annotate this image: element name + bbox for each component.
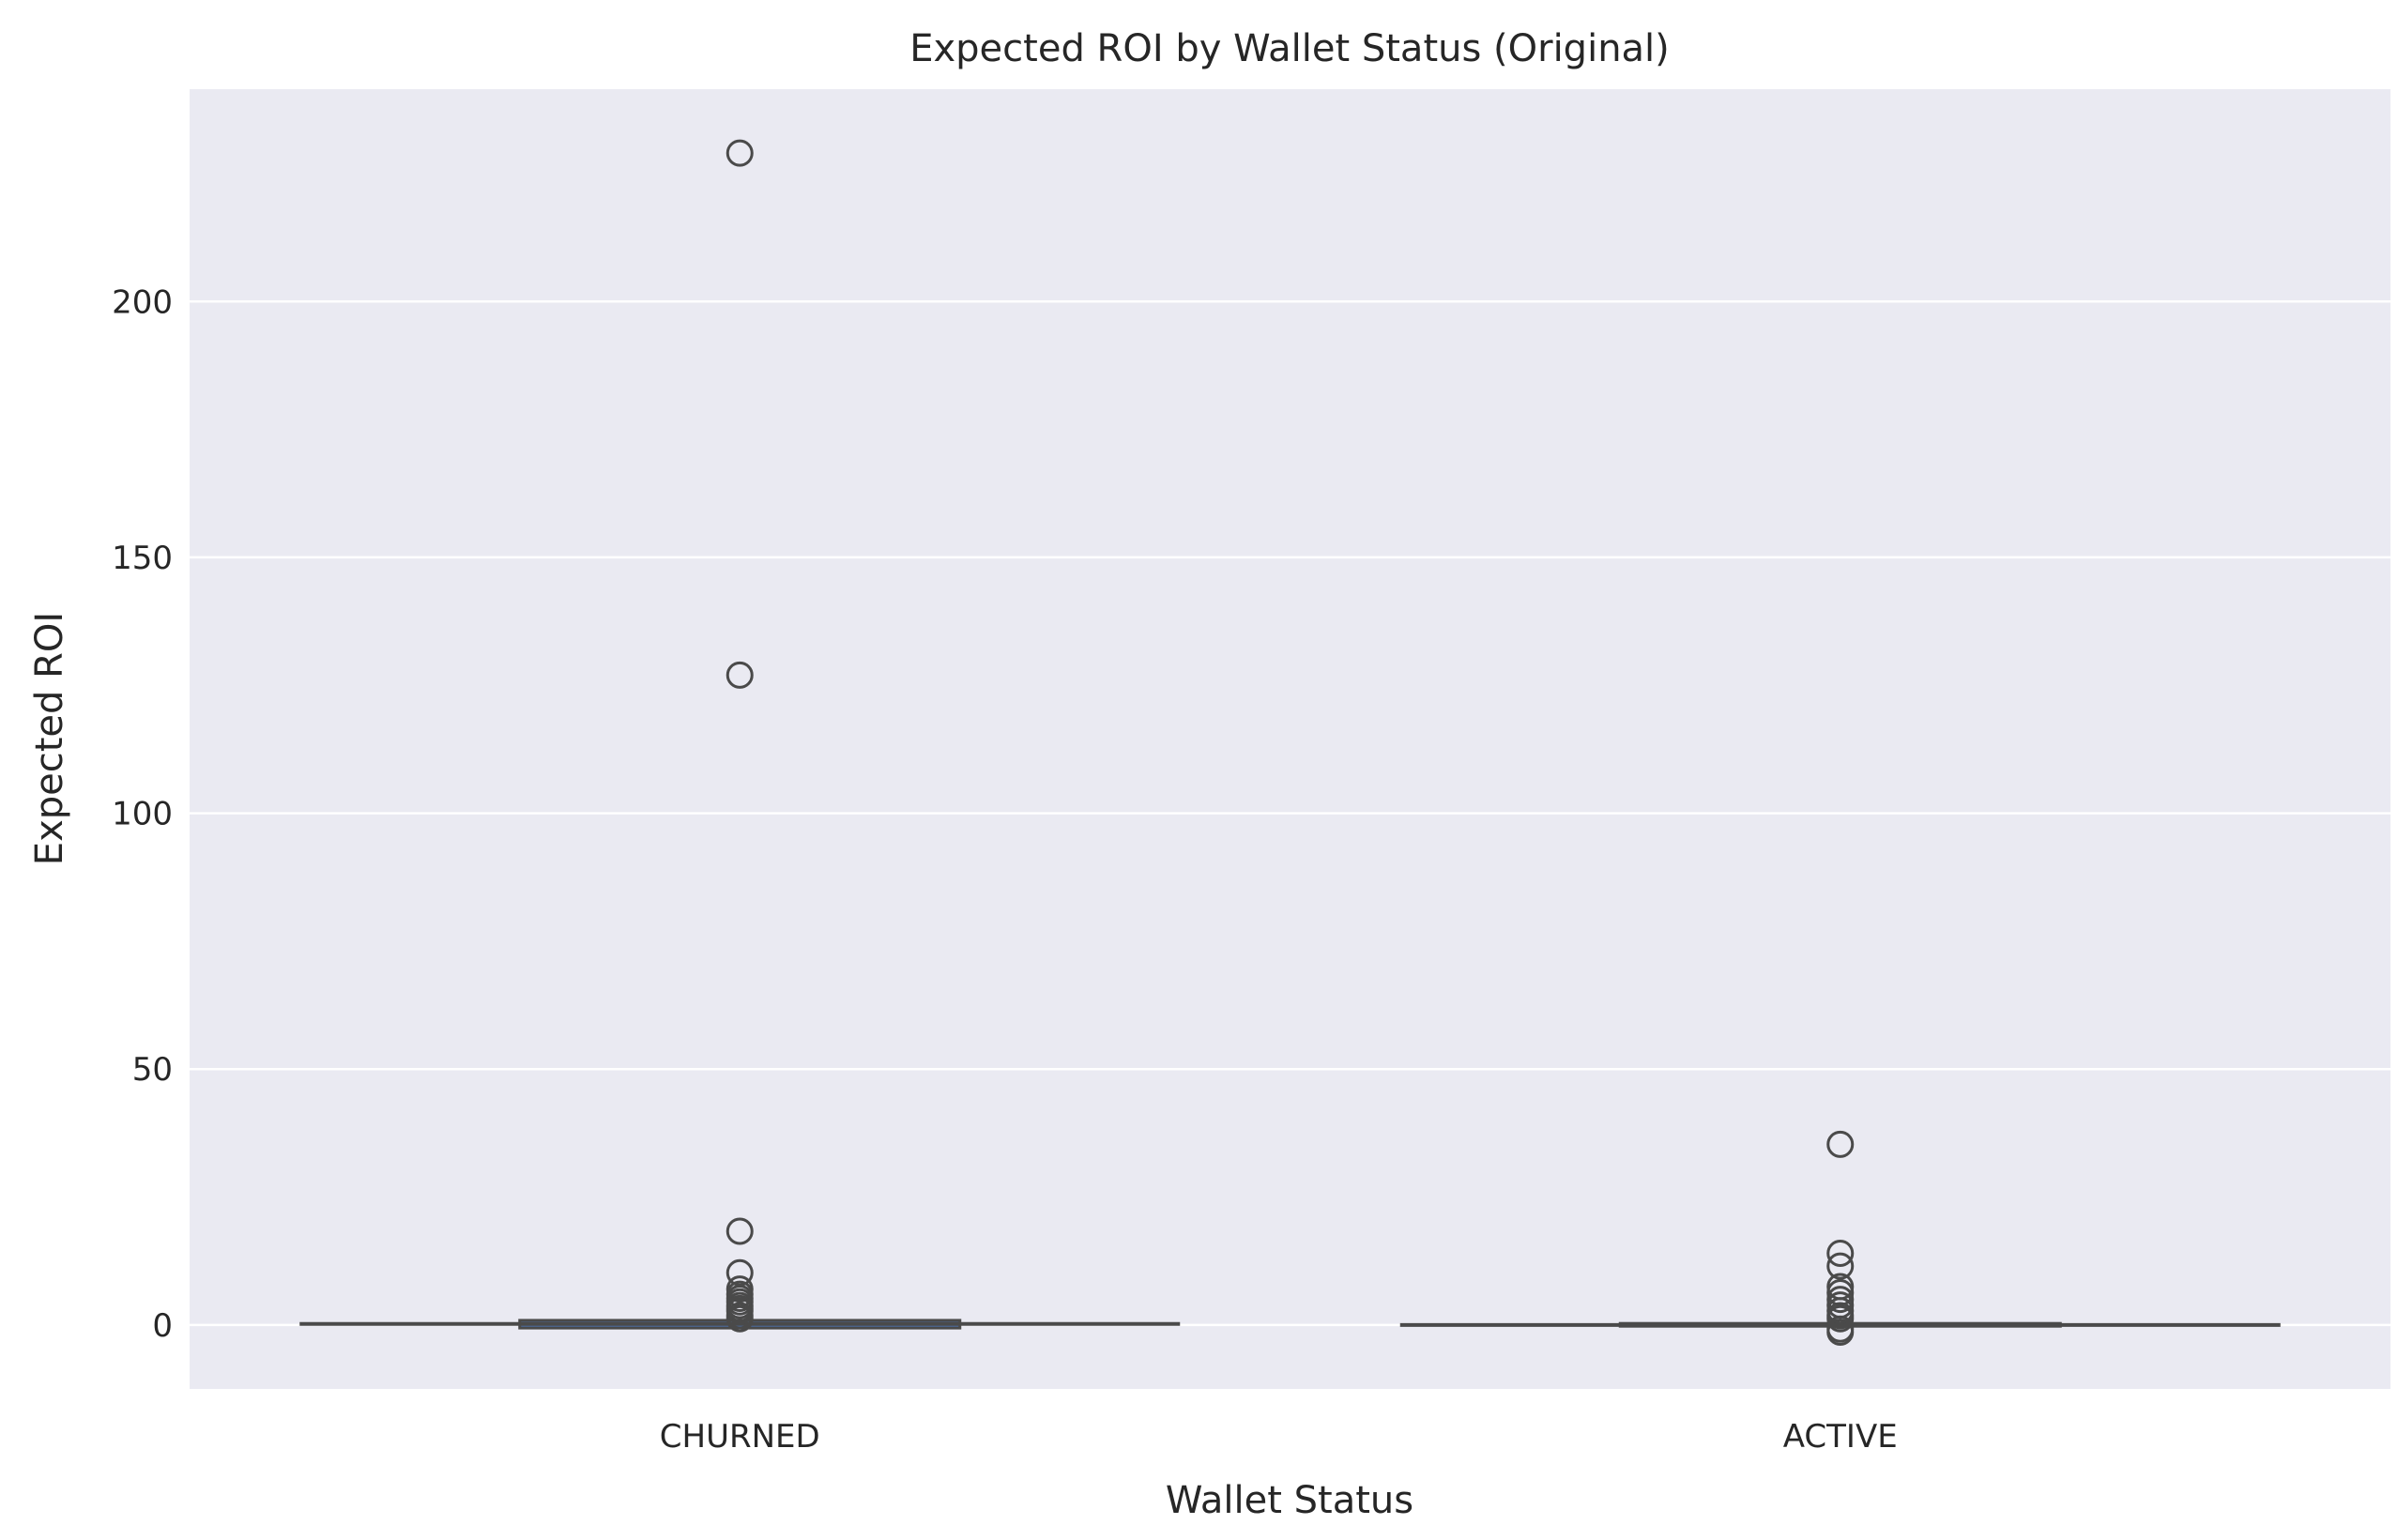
boxes	[299, 139, 2281, 1346]
y-axis-label: Expected ROI	[28, 612, 71, 865]
y-tick-label: 0	[152, 1307, 173, 1345]
y-tick-label: 200	[112, 283, 173, 321]
box-group	[1399, 1130, 2281, 1346]
x-axis-label: Wallet Status	[1166, 1479, 1413, 1522]
outlier-point	[726, 139, 754, 167]
y-axis-ticks: 0 50 100 150 200	[112, 283, 173, 1345]
outlier-point	[726, 1217, 754, 1245]
x-axis-ticks: CHURNED ACTIVE	[660, 1418, 1898, 1456]
x-tick-label: ACTIVE	[1783, 1418, 1898, 1456]
y-tick-label: 150	[112, 540, 173, 577]
plot-area	[190, 89, 2390, 1389]
outlier-point	[1826, 1240, 1855, 1268]
outlier-point	[726, 661, 754, 689]
outlier-point	[1826, 1304, 1855, 1333]
y-tick-label: 50	[132, 1051, 173, 1089]
outlier-point	[1826, 1130, 1855, 1158]
outlier-point	[1826, 1318, 1855, 1346]
outlier-point	[726, 1304, 754, 1333]
outlier-point	[1826, 1252, 1855, 1280]
chart-title: Expected ROI by Wallet Status (Original)	[909, 27, 1670, 70]
x-tick-label: CHURNED	[660, 1418, 820, 1456]
y-tick-label: 100	[112, 796, 173, 833]
box-group	[299, 139, 1181, 1333]
